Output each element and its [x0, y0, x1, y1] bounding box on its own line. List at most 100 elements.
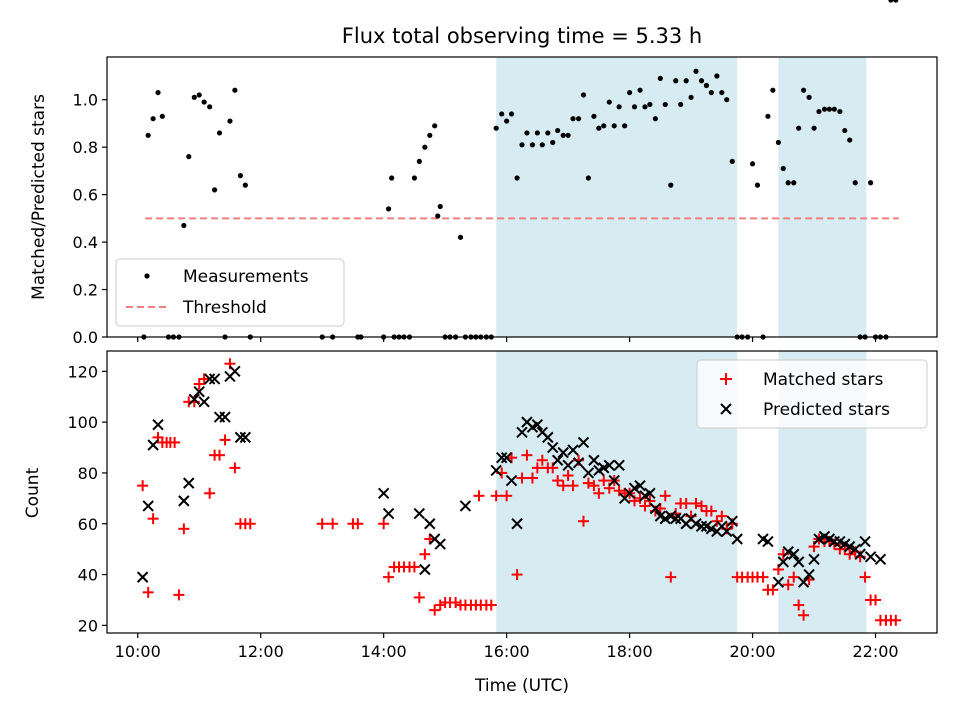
matched-star-point: [798, 609, 810, 621]
predicted-star-point: [419, 563, 431, 576]
predicted-star-point: [859, 535, 871, 548]
measurement-point: [201, 99, 207, 105]
measurement-point: [780, 165, 786, 172]
matched-star-point: [716, 510, 728, 522]
matched-star-point: [665, 571, 677, 583]
matched-star-point: [598, 475, 610, 487]
matched-star-point: [577, 515, 589, 527]
predicted-star-point: [695, 520, 708, 533]
measurement-point: [816, 108, 822, 115]
predicted-star-point: [547, 441, 559, 454]
matched-star-point: [890, 614, 902, 626]
measurement-point: [683, 78, 689, 84]
measurement-point: [806, 94, 812, 100]
measurement-point: [389, 175, 395, 181]
count-y-tick-label: 20: [78, 616, 98, 635]
measurement-point: [191, 94, 197, 100]
predicted-star-point: [803, 568, 815, 581]
measurement-point: [237, 173, 244, 179]
predicted-star-point: [142, 500, 154, 512]
predicted-star-point: [413, 507, 426, 520]
chart-title: Flux total observing time = 5.33 h: [342, 24, 702, 48]
measurement-point: [493, 125, 499, 131]
matched-star-point: [793, 599, 805, 611]
observing-interval-top-0: [496, 57, 738, 337]
measurement-point: [432, 123, 438, 129]
matched-star-point: [173, 589, 185, 601]
count-x-tick-label: 18:00: [607, 642, 653, 661]
measurement-point: [662, 101, 668, 108]
predicted-star-point: [797, 576, 810, 588]
matched-star-point: [204, 487, 216, 499]
measurement-point: [534, 130, 540, 136]
matched-star-point: [516, 472, 528, 484]
measurement-point: [181, 222, 187, 229]
legend-marker-measurements: [144, 273, 150, 279]
count-y-axis: 20 40 60 80 100 120: [67, 362, 107, 635]
measurement-point: [580, 92, 587, 98]
predicted-star-point: [229, 365, 241, 378]
measurement-point: [519, 142, 525, 148]
predicted-star-point: [864, 551, 877, 563]
count-axes-frame: [106, 350, 938, 634]
measurement-point: [724, 97, 730, 103]
matched-star-point: [383, 571, 395, 583]
matched-star-point: [757, 571, 769, 583]
measurement-point: [437, 203, 443, 210]
matched-star-point: [214, 449, 226, 461]
measurement-point: [652, 116, 659, 122]
measurement-point: [539, 142, 545, 148]
matched-star-point: [142, 586, 154, 598]
predicted-star-point: [136, 571, 149, 583]
measurement-point: [637, 87, 643, 93]
measurement-points: [141, 0, 899, 340]
measurement-point: [591, 113, 597, 119]
measurement-point: [837, 108, 843, 115]
measurement-point: [585, 175, 592, 181]
matched-star-point: [193, 378, 205, 390]
measurement-point: [693, 68, 699, 74]
predicted-star-point: [147, 439, 159, 451]
predicted-star-point: [551, 454, 564, 466]
ratio-y-axis-label: Matched/Predicted stars: [29, 94, 49, 300]
matched-star-point: [219, 434, 231, 446]
predicted-star-point: [531, 418, 544, 431]
measurement-point: [631, 104, 638, 110]
ratio-x-ticks: [137, 337, 877, 342]
legend-marker-matched: [720, 373, 732, 385]
matched-star-point: [450, 597, 462, 609]
measurement-point: [893, 0, 899, 3]
measurement-point: [606, 99, 612, 105]
matched-star-point: [429, 604, 441, 616]
measurement-point: [159, 113, 165, 119]
matched-star-point: [147, 513, 159, 525]
legend-label-predicted: Predicted stars: [763, 400, 890, 420]
matched-star-point: [567, 480, 579, 492]
matched-star-point: [244, 518, 256, 530]
measurement-point: [708, 89, 714, 96]
measurement-point: [504, 118, 510, 124]
predicted-star-point: [567, 444, 579, 456]
matched-star-point: [552, 475, 564, 487]
measurement-point: [852, 180, 858, 186]
count-x-tick-label: 12:00: [238, 642, 284, 661]
ratio-y-tick-label: 0.0: [73, 328, 98, 347]
matched-star-point: [490, 490, 502, 502]
matched-star-point: [767, 584, 779, 596]
measurement-point: [457, 234, 464, 240]
matched-star-point: [485, 599, 497, 611]
ratio-y-tick-label: 0.2: [73, 281, 98, 300]
predicted-star-point: [511, 518, 523, 530]
predicted-star-point: [496, 451, 508, 464]
measurement-point: [703, 82, 710, 89]
matched-star-point: [557, 480, 569, 492]
measurement-point: [673, 78, 679, 84]
matched-star-point: [859, 571, 871, 583]
count-y-tick-label: 120: [67, 362, 98, 381]
matched-star-point: [501, 490, 513, 502]
matched-star-point: [229, 462, 241, 474]
measurement-point: [831, 106, 837, 112]
matched-star-point: [526, 472, 538, 484]
predicted-star-point: [198, 396, 210, 408]
